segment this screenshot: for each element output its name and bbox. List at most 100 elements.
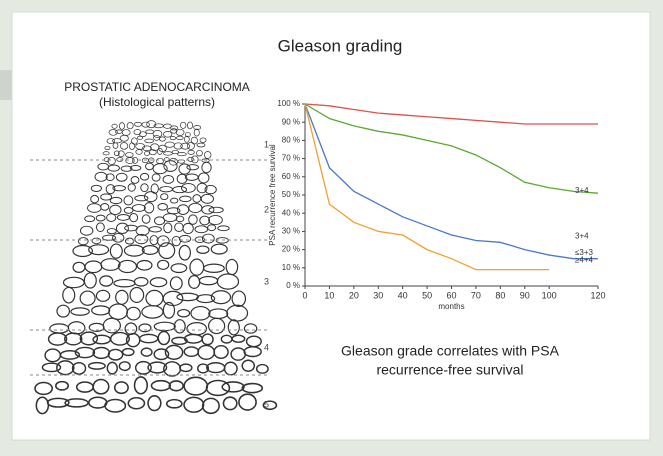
x-tick-label: 20 (349, 290, 359, 300)
y-tick-label: 80 % (282, 136, 300, 145)
gland (140, 183, 149, 193)
x-tick-label: 0 (302, 290, 307, 300)
x-tick-label: 70 (471, 290, 481, 300)
gland (106, 213, 117, 223)
gland (173, 142, 183, 150)
y-tick-label: 50 % (282, 190, 300, 199)
pattern-label: 3 (264, 276, 269, 286)
gland (165, 398, 183, 409)
gland (137, 135, 144, 140)
pattern-label: 2 (264, 204, 269, 214)
gland (231, 290, 247, 308)
gland (102, 317, 121, 334)
gland (79, 225, 94, 236)
gland (109, 196, 123, 205)
gland (227, 319, 240, 336)
gland (112, 233, 125, 243)
gland (191, 155, 199, 164)
gland (111, 123, 118, 129)
gland (109, 204, 122, 216)
survival-curve (304, 103, 598, 125)
gland (154, 216, 166, 226)
gland (179, 363, 193, 373)
gland (201, 161, 212, 174)
gland (178, 163, 191, 175)
series-label: ≤3+3 (575, 248, 594, 257)
gland (200, 193, 214, 204)
gland (157, 259, 170, 271)
gland (106, 228, 117, 235)
gland (109, 243, 123, 259)
x-tick-label: 60 (446, 290, 456, 300)
gland (181, 182, 196, 193)
gland (62, 286, 76, 304)
gland (241, 382, 264, 394)
gland (147, 395, 162, 412)
gland (210, 290, 232, 305)
gland (107, 164, 120, 172)
gland (123, 244, 145, 257)
gland (107, 348, 124, 361)
gland (140, 347, 153, 357)
gland (153, 348, 170, 361)
gland (134, 233, 149, 245)
gland (204, 184, 217, 195)
gland (187, 149, 195, 155)
gland (100, 193, 113, 201)
gland (187, 141, 195, 150)
gland (138, 323, 152, 333)
x-tick-label: 100 (542, 290, 557, 300)
gland (144, 138, 154, 144)
gland (94, 171, 108, 182)
gland (147, 361, 168, 374)
gland (176, 135, 184, 141)
gland (176, 173, 188, 184)
gland (205, 379, 231, 397)
gland (91, 237, 102, 245)
x-tick-label: 40 (398, 290, 408, 300)
gland (238, 393, 257, 411)
gland (99, 275, 114, 287)
gland (152, 163, 168, 175)
gland (198, 172, 210, 184)
gland (120, 142, 129, 150)
gland (163, 160, 178, 172)
gland (175, 215, 185, 223)
pattern-label: 4 (264, 342, 269, 352)
gland (207, 224, 217, 232)
gland (120, 165, 133, 172)
survival-curve (304, 103, 599, 194)
pattern-label: 1 (264, 139, 269, 149)
gland (135, 149, 143, 155)
gland (108, 129, 118, 136)
slide-title: Gleason grading (278, 36, 403, 55)
gland (134, 195, 149, 202)
gland (129, 142, 136, 150)
gland (213, 344, 229, 360)
gland (150, 379, 172, 392)
gland (87, 361, 106, 370)
gland (121, 347, 135, 357)
gland (156, 235, 170, 247)
gland (59, 350, 81, 360)
y-axis-label: PSA recurrence free survival (268, 144, 277, 246)
panel (11, 11, 651, 441)
gland (143, 202, 155, 214)
gland (170, 197, 179, 204)
gland (187, 156, 195, 162)
y-tick-label: 100 % (277, 99, 300, 108)
gland (47, 332, 68, 346)
gland (164, 344, 184, 360)
gland (144, 191, 158, 203)
gland (177, 308, 191, 318)
gland (156, 147, 163, 155)
gland (129, 286, 145, 304)
gland (231, 334, 246, 343)
gland (148, 157, 155, 164)
gland (123, 195, 134, 206)
gland (35, 396, 50, 415)
y-tick-label: 70 % (282, 154, 300, 163)
gland (201, 333, 214, 346)
gland (117, 259, 138, 274)
gland (104, 398, 127, 413)
